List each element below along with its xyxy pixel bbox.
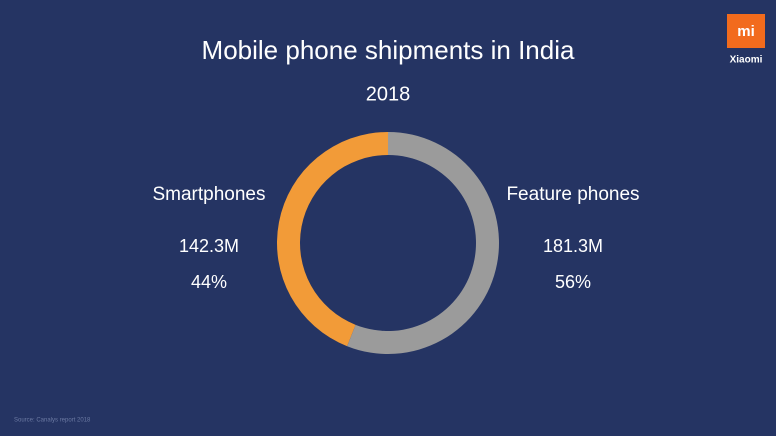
percent-label: 44% (191, 272, 227, 292)
chart-subtitle: 2018 (366, 83, 411, 105)
logo-box (727, 14, 765, 48)
donut-segment (347, 132, 499, 354)
donut-segment (276, 132, 388, 347)
shipment-label: 181.3M (543, 236, 603, 256)
chart-title: Mobile phone shipments in India (202, 35, 575, 65)
category-label: Feature phones (506, 184, 639, 205)
logo-mark: mi (737, 23, 755, 40)
source-note: Source: Canalys report 2018 (14, 418, 91, 424)
shipment-label: 142.3M (179, 236, 239, 256)
category-label: Smartphones (152, 184, 265, 205)
percent-label: 56% (555, 272, 591, 292)
logo-brand: Xiaomi (730, 55, 763, 66)
